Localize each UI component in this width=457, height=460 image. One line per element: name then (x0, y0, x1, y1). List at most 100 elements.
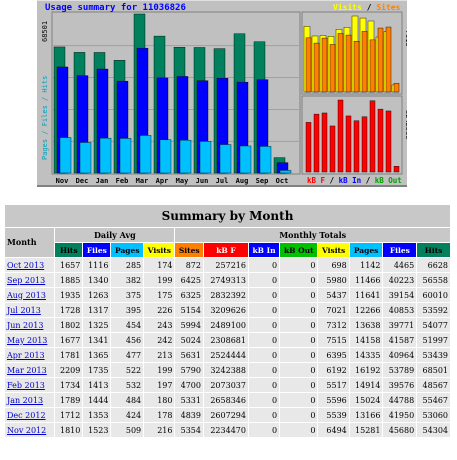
value-cell: 60010 (416, 287, 451, 303)
value-cell: 68501 (416, 362, 451, 378)
value-cell: 395 (110, 302, 145, 318)
col-header-visits: Visits (143, 242, 176, 258)
value-cell: 15024 (348, 392, 384, 408)
value-cell: 55467 (416, 392, 451, 408)
value-cell: 199 (143, 362, 176, 378)
value-cell: 1116 (82, 257, 112, 273)
sites-bar-mar (337, 33, 344, 93)
col-header-hits: Hits (416, 242, 451, 258)
value-cell: 2658346 (202, 392, 249, 408)
table-row: Mar 2013 2209 1735 522 199 5790 3242388 0 0 6192 1… (3, 362, 451, 378)
value-cell: 0 (279, 302, 319, 318)
value-cell: 40853 (382, 302, 418, 318)
value-cell: 14335 (348, 347, 384, 363)
value-cell: 53592 (416, 302, 451, 318)
value-cell: 477 (110, 347, 145, 363)
value-cell: 1735 (82, 362, 112, 378)
value-cell: 53439 (416, 347, 451, 363)
value-cell: 5354 (174, 422, 204, 438)
value-cell: 0 (247, 377, 281, 393)
month-label: Oct (276, 177, 289, 185)
pages-bar-may (179, 139, 192, 174)
month-link[interactable]: Nov 2012 (7, 425, 47, 435)
month-link[interactable]: May 2013 (7, 335, 48, 345)
sites-bar-jun (361, 31, 368, 93)
value-cell: 1935 (54, 287, 84, 303)
legend-kbout: kB Out (375, 176, 402, 185)
month-cell: Oct 2013 (3, 257, 56, 273)
value-cell: 532 (110, 377, 145, 393)
table-row: Feb 2013 1734 1413 532 197 4700 2073037 0 0 5517 1… (3, 377, 451, 393)
value-cell: 213 (143, 347, 176, 363)
value-cell: 243 (143, 317, 176, 333)
month-link[interactable]: Jan 2013 (7, 395, 44, 405)
left-axis-label: Pages / Files / Hits (41, 76, 49, 160)
month-label: Mar (136, 177, 149, 185)
value-cell: 1341 (82, 332, 112, 348)
value-cell: 1523 (82, 422, 112, 438)
month-link[interactable]: Dec 2012 (7, 410, 46, 420)
legend-visits: Visits (333, 2, 362, 12)
table-row: Jun 2013 1802 1325 454 243 5994 2489100 0 0 7312 1… (3, 317, 451, 333)
kbf-bar-sep (385, 110, 392, 173)
month-link[interactable]: Jul 2013 (7, 305, 41, 315)
value-cell: 2073037 (202, 377, 249, 393)
value-cell: 174 (143, 257, 176, 273)
month-cell: Jul 2013 (3, 302, 56, 318)
month-label: Jun (196, 177, 209, 185)
table-row: Nov 2012 1810 1523 509 216 5354 2234470 0 0 6494 1… (3, 422, 451, 438)
month-link[interactable]: Feb 2013 (7, 380, 45, 390)
month-label: Jan (96, 177, 109, 185)
table-row: Apr 2013 1781 1365 477 213 5631 2524444 0 0 6395 1… (3, 347, 451, 363)
value-cell: 40964 (382, 347, 418, 363)
month-link[interactable]: Sep 2013 (7, 275, 46, 285)
usage-chart: Nov Dec Jan Feb Mar Apr May Jun Jul Aug Sep Oct Usa… (37, 0, 407, 187)
sites-bar-sep (385, 26, 392, 93)
month-link[interactable]: Jun 2013 (7, 320, 44, 330)
month-link[interactable]: Oct 2013 (7, 260, 45, 270)
value-cell: 382 (110, 272, 145, 288)
value-cell: 14914 (348, 377, 384, 393)
pages-bar-feb (119, 138, 132, 174)
daily-avg-header: Daily Avg (54, 227, 176, 243)
value-cell: 41587 (382, 332, 418, 348)
value-cell: 4700 (174, 377, 204, 393)
value-cell: 242 (143, 332, 176, 348)
value-cell: 872 (174, 257, 204, 273)
value-cell: 51997 (416, 332, 451, 348)
value-cell: 45680 (382, 422, 418, 438)
value-cell: 0 (247, 347, 281, 363)
value-cell: 484 (110, 392, 145, 408)
col-header-pages: Pages (110, 242, 145, 258)
legend-sep-3: / (361, 176, 375, 185)
value-cell: 6494 (317, 422, 350, 438)
value-cell: 6192 (317, 362, 350, 378)
table-row: Aug 2013 1935 1263 375 175 6325 2832392 0 0 5437 1… (3, 287, 451, 303)
month-link[interactable]: Aug 2013 (7, 290, 46, 300)
value-cell: 1728 (54, 302, 84, 318)
col-header-sites: Sites (174, 242, 204, 258)
col-header-files: Files (82, 242, 112, 258)
value-cell: 522 (110, 362, 145, 378)
value-cell: 1734 (54, 377, 84, 393)
value-cell: 2234470 (202, 422, 249, 438)
value-cell: 0 (247, 422, 281, 438)
value-cell: 0 (279, 362, 319, 378)
sites-bar-aug (377, 27, 384, 93)
right-bottom-legend: kB F / kB In / kB Out (307, 176, 402, 185)
value-cell: 1413 (82, 377, 112, 393)
pages-bar-aug (239, 145, 252, 174)
month-cell: Aug 2013 (3, 287, 56, 303)
sites-bar-may (353, 40, 360, 93)
value-cell: 175 (143, 287, 176, 303)
month-link[interactable]: Apr 2013 (7, 350, 45, 360)
month-link[interactable]: Mar 2013 (7, 365, 47, 375)
value-cell: 1802 (54, 317, 84, 333)
value-cell: 0 (247, 302, 281, 318)
kbf-bar-oct (393, 166, 400, 173)
pages-bar-jul (219, 144, 232, 174)
sites-bar-apr (345, 34, 352, 93)
value-cell: 41950 (382, 407, 418, 423)
pages-bar-sep (259, 146, 272, 174)
table-row: Sep 2013 1885 1340 382 199 6425 2749313 0 0 5980 1… (3, 272, 451, 288)
